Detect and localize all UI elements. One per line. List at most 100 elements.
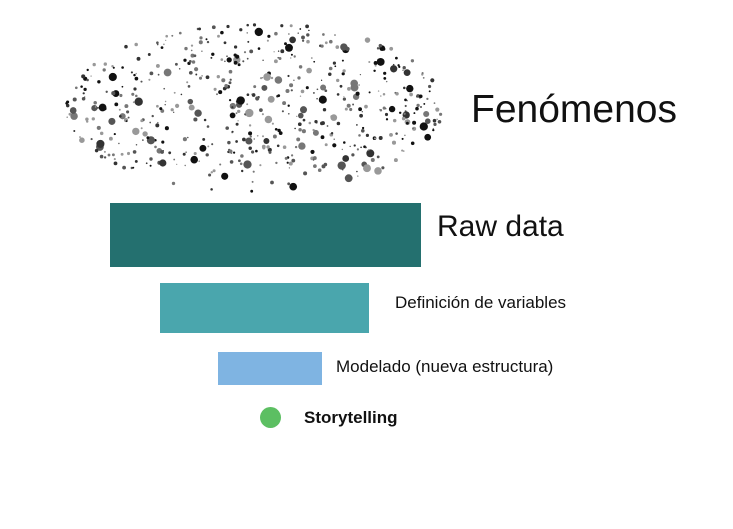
particle	[171, 181, 176, 186]
particle	[266, 145, 270, 149]
particle	[322, 108, 327, 112]
particle	[220, 30, 224, 35]
particle	[190, 44, 194, 47]
particle	[140, 119, 144, 123]
particle	[398, 111, 402, 115]
particle	[210, 171, 214, 174]
particle	[259, 164, 262, 167]
particle	[98, 103, 107, 112]
particle	[233, 45, 238, 49]
particle	[102, 68, 106, 72]
particle	[393, 158, 398, 163]
particle	[235, 140, 238, 143]
particle	[385, 80, 388, 83]
particle	[374, 64, 377, 67]
particle	[235, 112, 238, 115]
particle	[316, 97, 318, 100]
particle	[157, 121, 159, 124]
particle	[222, 86, 227, 91]
particle	[69, 107, 77, 114]
particle	[79, 136, 81, 138]
particle	[301, 129, 306, 134]
particle	[237, 63, 241, 67]
particle	[330, 132, 334, 135]
particle	[424, 133, 432, 141]
particle	[135, 94, 138, 98]
particle	[90, 138, 93, 141]
particle	[164, 100, 167, 103]
particle	[120, 152, 124, 156]
particle	[145, 162, 148, 165]
particle	[329, 39, 333, 44]
particle	[242, 60, 245, 63]
particle	[275, 161, 278, 165]
particle	[256, 134, 259, 137]
particle	[412, 127, 414, 130]
particle	[198, 76, 203, 80]
particle	[273, 59, 278, 64]
particle	[155, 123, 160, 128]
particle	[383, 77, 387, 80]
particle	[73, 129, 76, 133]
particle	[194, 67, 199, 72]
raw-data-bar	[110, 203, 421, 267]
particle	[156, 104, 159, 108]
particle	[252, 170, 255, 173]
particle	[320, 121, 324, 126]
particle	[216, 93, 218, 96]
particle	[306, 67, 312, 74]
particle	[68, 112, 72, 116]
particle	[210, 188, 213, 191]
particle	[211, 143, 214, 146]
particle	[401, 137, 404, 140]
particle	[336, 121, 341, 126]
particle	[293, 79, 295, 82]
particle	[159, 107, 163, 111]
particle	[395, 92, 399, 96]
particle	[96, 139, 105, 148]
particle	[336, 78, 340, 83]
particle	[135, 144, 138, 146]
particle	[134, 159, 138, 163]
particle	[278, 131, 283, 135]
particle	[360, 146, 362, 149]
particle	[337, 161, 346, 170]
particle	[74, 86, 78, 90]
particle	[235, 122, 239, 126]
particle	[245, 137, 253, 145]
particle	[328, 66, 333, 71]
particle	[305, 86, 309, 90]
particle	[165, 34, 169, 38]
particle	[160, 150, 164, 154]
particle	[163, 87, 166, 90]
particle	[364, 146, 367, 149]
particle	[428, 90, 431, 93]
particle	[229, 112, 236, 119]
particle	[274, 31, 278, 36]
particle	[147, 53, 151, 56]
particle	[382, 106, 386, 110]
particle	[418, 94, 423, 99]
particle	[377, 90, 380, 92]
particle	[344, 107, 348, 111]
particle	[291, 158, 296, 163]
particle	[248, 124, 252, 127]
particle	[383, 71, 387, 75]
particle	[392, 118, 397, 123]
particle	[188, 70, 193, 75]
particle	[173, 158, 176, 161]
particle	[406, 84, 414, 93]
particle	[237, 120, 239, 122]
particle	[121, 66, 124, 69]
particle	[404, 134, 406, 137]
particle	[201, 75, 203, 77]
particle	[430, 78, 435, 83]
particle	[224, 60, 226, 63]
particle	[206, 125, 210, 128]
particle	[191, 60, 196, 64]
particle	[349, 145, 351, 148]
particle	[207, 145, 210, 148]
particle	[288, 33, 290, 35]
particle	[206, 40, 210, 44]
particle	[320, 84, 327, 91]
